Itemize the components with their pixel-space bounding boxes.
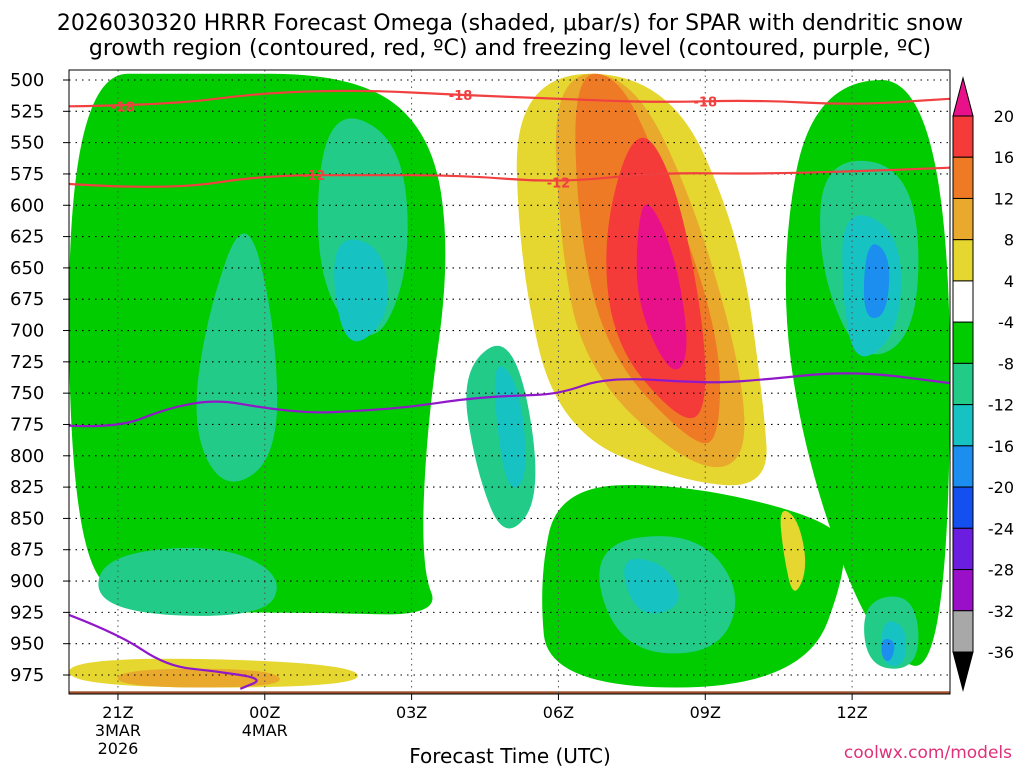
y-tick-label-550: 550	[10, 133, 44, 154]
colorbar-label--20: -20	[988, 478, 1014, 497]
colorbar-box-0	[952, 115, 974, 158]
dgz-contour--12	[69, 166, 950, 188]
y-tick-label-900: 900	[10, 571, 44, 592]
y-tick-label-575: 575	[10, 164, 44, 185]
colorbar-label--4: -4	[998, 313, 1014, 332]
colorbar-label--12: -12	[988, 396, 1014, 415]
colorbar-top-triangle	[952, 76, 974, 117]
y-tick-label-525: 525	[10, 101, 44, 122]
freezing-level-contour	[69, 372, 950, 428]
dgz-label--18-2: -18	[694, 95, 718, 110]
omega-region-m12-12	[624, 558, 679, 614]
colorbar-box-6	[952, 362, 974, 406]
dgz-label--18-0: -18	[111, 100, 135, 115]
colorbar-label-20: 20	[994, 107, 1014, 126]
y-tick-label-975: 975	[10, 665, 44, 686]
y-tick-label-825: 825	[10, 477, 44, 498]
y-tick-label-625: 625	[10, 227, 44, 248]
y-tick-label-650: 650	[10, 258, 44, 279]
colorbar-box-12	[952, 610, 974, 653]
omega-region-m8-6	[98, 547, 277, 616]
x-axis-label: Forecast Time (UTC)	[409, 744, 611, 768]
omega-region-m12-10	[334, 239, 388, 342]
y-tick-label-800: 800	[10, 446, 44, 467]
dgz-label--12-0: -12	[302, 169, 326, 184]
y-tick-label-725: 725	[10, 352, 44, 373]
y-axis: 500 525 550 575 600 625 650 675 700 725 750 775 800 8…	[10, 70, 69, 686]
chart-title-line2: growth region (contoured, red, ºC) and f…	[89, 36, 931, 61]
x-tick-label-21Z: 21Z	[102, 703, 133, 722]
x-tick-label-12Z: 12Z	[836, 703, 867, 722]
y-tick-label-750: 750	[10, 383, 44, 404]
colorbar-box-2	[952, 197, 974, 241]
colorbar-box-5	[952, 321, 974, 364]
x-tick-label-00Z: 00Z	[249, 703, 280, 722]
plot-frame	[68, 69, 951, 695]
colorbar-label-16: 16	[994, 148, 1014, 167]
ground-fill	[69, 691, 950, 694]
colorbar-label-8: 8	[1004, 231, 1014, 250]
credit-text: coolwx.com/models	[844, 743, 1012, 763]
colorbar-label-12: 12	[994, 189, 1014, 208]
y-tick-label-850: 850	[10, 508, 44, 529]
colorbar-label--16: -16	[988, 437, 1014, 456]
colorbar-label--8: -8	[998, 354, 1014, 373]
y-tick-label-925: 925	[10, 602, 44, 623]
ground-layer	[69, 691, 950, 694]
dgz-label--18-1: -18	[449, 89, 473, 104]
omega-region-m8-3	[196, 233, 278, 482]
colorbar-label--28: -28	[988, 561, 1014, 580]
colorbar-box-11	[952, 569, 974, 612]
x-tick-label-09Z: 09Z	[690, 703, 721, 722]
omega-region-p20-24	[636, 204, 687, 370]
omega-fills	[69, 73, 950, 688]
omega-region-p8-21	[117, 668, 280, 688]
colorbar-box-9	[952, 486, 974, 529]
x-tick-date-21Z: 3MAR	[95, 721, 141, 740]
colorbar-label-4: 4	[1004, 272, 1014, 291]
y-tick-label-675: 675	[10, 289, 44, 310]
colorbar-label--32: -32	[988, 602, 1014, 621]
colorbar-bottom-triangle	[952, 651, 974, 692]
x-tick-date-00Z: 4MAR	[242, 721, 288, 740]
y-tick-label-950: 950	[10, 634, 44, 655]
y-tick-label-775: 775	[10, 414, 44, 435]
dgz-label--12-1: -12	[547, 177, 571, 192]
colorbar-label--24: -24	[988, 519, 1014, 538]
contour-lines: -18 -18 -18 -12 -12	[69, 89, 950, 690]
colorbar-box-1	[952, 156, 974, 199]
y-tick-label-600: 600	[10, 195, 44, 216]
colorbar-box-8	[952, 445, 974, 488]
colorbar-box-7	[952, 404, 974, 447]
colorbar-box-3	[952, 239, 974, 282]
chart-title-line1: 2026030320 HRRR Forecast Omega (shaded, …	[57, 11, 963, 36]
omega-region-p4-18	[780, 510, 806, 591]
colorbar-box-4	[952, 280, 974, 323]
x-tick-year-21Z: 2026	[98, 739, 139, 758]
colorbar-label--36: -36	[988, 643, 1014, 662]
y-tick-label-875: 875	[10, 540, 44, 561]
x-tick-label-03Z: 03Z	[396, 703, 427, 722]
y-tick-label-500: 500	[10, 70, 44, 91]
colorbar-box-10	[952, 527, 974, 571]
dgz-contour--18	[69, 89, 950, 108]
y-tick-label-700: 700	[10, 321, 44, 342]
freezing-level-lower-contour	[69, 613, 258, 690]
colorbar: 20 16 12 8 4 -4 -8 -12 -16 -20 -24 -28 -32 -36	[952, 76, 1014, 692]
omega-region-m16-16	[881, 639, 895, 661]
x-tick-label-06Z: 06Z	[543, 703, 574, 722]
